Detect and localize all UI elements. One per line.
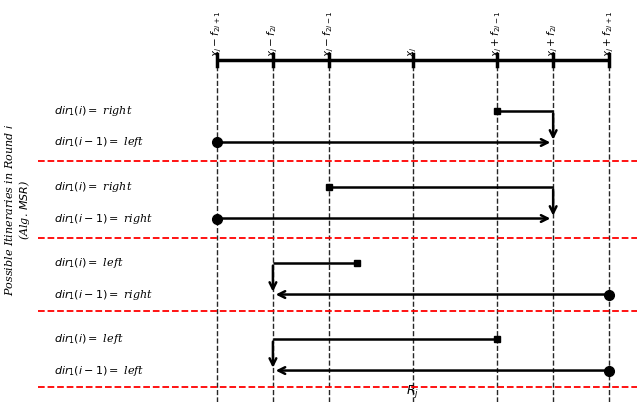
Text: $dir_1(i) = $ left: $dir_1(i) = $ left (54, 256, 124, 270)
Text: $dir_1(i-1) = $ right: $dir_1(i-1) = $ right (54, 211, 154, 226)
Text: $dir_1(i-1) = $ left: $dir_1(i-1) = $ left (54, 136, 145, 149)
Text: $dir_1(i-1) = $ right: $dir_1(i-1) = $ right (54, 288, 154, 302)
Text: $x_j$: $x_j$ (407, 46, 419, 57)
Text: $x_j + f_{2i}$: $x_j + f_{2i}$ (546, 23, 561, 57)
Text: $x_j + f_{2i+1}$: $x_j + f_{2i+1}$ (602, 10, 616, 57)
Text: $x_j + f_{2i-1}$: $x_j + f_{2i-1}$ (490, 10, 504, 57)
Text: $dir_1(i) = $ right: $dir_1(i) = $ right (54, 180, 133, 194)
Text: $dir_1(i-1) = $ left: $dir_1(i-1) = $ left (54, 364, 145, 377)
Text: $x_j - f_{2i}$: $x_j - f_{2i}$ (266, 23, 280, 57)
Text: $R_j$: $R_j$ (406, 383, 420, 400)
Y-axis label: Possible Itineraries in Round $i$
(Alg. $MSR$): Possible Itineraries in Round $i$ (Alg. … (3, 124, 32, 296)
Text: $dir_1(i) = $ right: $dir_1(i) = $ right (54, 104, 133, 118)
Text: $x_j - f_{2i+1}$: $x_j - f_{2i+1}$ (210, 10, 224, 57)
Text: $x_j - f_{2i-1}$: $x_j - f_{2i-1}$ (322, 10, 336, 57)
Text: $dir_1(i) = $ left: $dir_1(i) = $ left (54, 332, 124, 346)
